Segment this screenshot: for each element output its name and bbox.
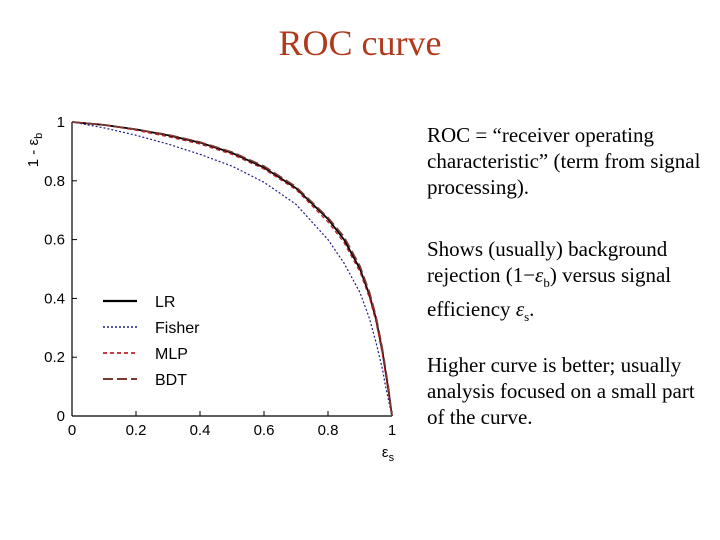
slide-title: ROC curve (278, 23, 442, 63)
legend-label-fisher: Fisher (155, 320, 200, 337)
chart-series (71, 121, 393, 417)
point-2-post: . (529, 297, 535, 322)
x-axis-label: εs (382, 444, 395, 464)
y-tick-label: 0.8 (44, 173, 65, 190)
epsilon-b: ε (535, 263, 544, 287)
roc-chart: 0 0.2 0.4 0.6 0.8 1 0 0.2 0.4 0.6 0.8 1 LR Fisher MLP… (25, 114, 396, 464)
y-tick-label: 0.4 (44, 290, 65, 307)
series-fisher-line (71, 121, 393, 417)
point-2-pre: Shows (usually) background rejection (1− (427, 237, 668, 287)
chart-axes: 0 0.2 0.4 0.6 0.8 1 0 0.2 0.4 0.6 0.8 1 (44, 114, 396, 439)
text-point-3: Higher curve is better; usually analysis… (427, 352, 712, 430)
x-tick-label: 0.6 (254, 422, 275, 439)
subscript-s: s (524, 309, 530, 325)
text-point-1: ROC = “receiver operating characteristic… (427, 122, 712, 200)
x-tick-label: 0 (68, 422, 76, 439)
y-tick-label: 0 (57, 408, 65, 425)
text-point-2: Shows (usually) background rejection (1−… (427, 236, 712, 330)
chart-legend: LR Fisher MLP BDT (103, 294, 200, 389)
y-tick-label: 0.2 (44, 349, 65, 366)
series-lr-line (71, 121, 393, 417)
series-bdt-line (71, 121, 393, 417)
y-tick-label: 1 (57, 114, 65, 131)
y-tick-label: 0.6 (44, 232, 65, 249)
y-axis-label: 1 - εb (25, 133, 45, 167)
epsilon-s: ε (515, 297, 525, 322)
subscript-b: b (543, 275, 550, 291)
x-tick-label: 0.8 (318, 422, 339, 439)
point-1-text: ROC = “receiver operating characteristic… (427, 123, 701, 199)
legend-label-bdt: BDT (155, 372, 187, 389)
x-tick-label: 1 (388, 422, 396, 439)
x-tick-label: 0.4 (190, 422, 211, 439)
series-mlp-line (71, 121, 393, 417)
point-3-text: Higher curve is better; usually analysis… (427, 353, 695, 429)
legend-label-lr: LR (155, 294, 175, 311)
x-tick-label: 0.2 (126, 422, 147, 439)
point-2-mid: ) versus signal efficiency (427, 263, 672, 322)
legend-label-mlp: MLP (155, 346, 188, 363)
